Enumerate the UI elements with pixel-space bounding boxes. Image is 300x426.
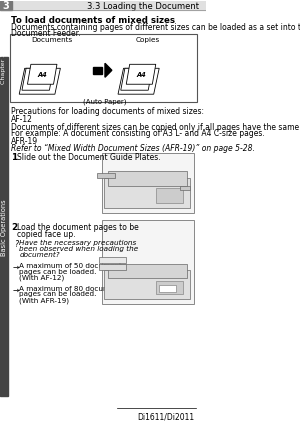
Text: Basic Operations: Basic Operations — [1, 199, 7, 256]
Polygon shape — [19, 69, 60, 95]
Text: AF-12: AF-12 — [11, 115, 33, 124]
Text: 3: 3 — [3, 1, 10, 11]
Text: →: → — [13, 262, 20, 271]
Bar — [156, 281, 183, 295]
Text: Refer to “Mixed Width Document Sizes (AFR-19)” on page 5-28.: Refer to “Mixed Width Document Sizes (AF… — [11, 144, 255, 153]
Text: Chapter 3: Chapter 3 — [1, 52, 6, 84]
Text: copied face up.: copied face up. — [17, 229, 76, 238]
Text: 3.3 Loading the Document: 3.3 Loading the Document — [87, 2, 199, 11]
Bar — [0, 2, 12, 11]
Text: Documents of different sizes can be copied only if all pages have the same width: Documents of different sizes can be copi… — [11, 123, 300, 132]
Text: Document Feeder.: Document Feeder. — [11, 29, 80, 38]
Text: document?: document? — [19, 251, 60, 257]
Bar — [99, 264, 126, 270]
Bar — [10, 35, 197, 103]
Bar — [102, 220, 194, 305]
Text: pages can be loaded.: pages can be loaded. — [19, 268, 97, 274]
Bar — [108, 172, 187, 187]
Bar — [108, 264, 187, 278]
Text: →: → — [13, 285, 20, 294]
Bar — [180, 187, 190, 190]
Text: Slide out the Document Guide Plates.: Slide out the Document Guide Plates. — [17, 153, 161, 161]
Bar — [93, 68, 102, 75]
Text: To load documents of mixed sizes: To load documents of mixed sizes — [11, 17, 175, 26]
Text: A4: A4 — [136, 72, 146, 78]
Text: 2: 2 — [11, 222, 17, 231]
Bar — [159, 285, 176, 293]
Text: (With AF-12): (With AF-12) — [19, 274, 64, 280]
Text: (Auto Paper): (Auto Paper) — [82, 98, 126, 104]
Bar — [0, 2, 206, 11]
Text: 1: 1 — [11, 153, 17, 161]
Bar — [102, 154, 194, 213]
Bar — [0, 58, 8, 396]
Text: Precautions for loading documents of mixed sizes:: Precautions for loading documents of mix… — [11, 107, 204, 116]
Text: A3: A3 — [35, 79, 45, 85]
Text: Copies: Copies — [135, 37, 160, 43]
Text: ?: ? — [14, 239, 18, 248]
Bar — [99, 257, 126, 263]
Polygon shape — [121, 69, 152, 91]
Polygon shape — [126, 65, 156, 85]
Bar — [104, 178, 190, 208]
Text: A maximum of 50 document: A maximum of 50 document — [19, 262, 122, 268]
Text: Load the document pages to be: Load the document pages to be — [17, 222, 139, 231]
Text: AFR-19: AFR-19 — [11, 137, 38, 146]
Text: (With AFR-19): (With AFR-19) — [19, 297, 69, 303]
Text: Di1611/Di2011: Di1611/Di2011 — [137, 411, 194, 420]
Text: Documents: Documents — [31, 37, 72, 43]
Polygon shape — [118, 69, 159, 95]
Text: A4: A4 — [37, 72, 47, 78]
Text: been observed when loading the: been observed when loading the — [19, 245, 139, 251]
Text: pages can be loaded.: pages can be loaded. — [19, 291, 97, 297]
Bar — [98, 173, 115, 178]
Polygon shape — [27, 65, 57, 85]
Text: For example: A document consisting of A3 L- and A4 C-size pages.: For example: A document consisting of A3… — [11, 129, 265, 138]
Text: A maximum of 80 document: A maximum of 80 document — [19, 285, 122, 291]
Bar — [104, 270, 190, 300]
Text: Have the necessary precautions: Have the necessary precautions — [19, 239, 136, 245]
Bar — [156, 188, 183, 203]
Polygon shape — [105, 64, 112, 78]
Text: Documents containing pages of different sizes can be loaded as a set into the: Documents containing pages of different … — [11, 23, 300, 32]
Polygon shape — [22, 69, 53, 91]
Text: A4: A4 — [132, 77, 141, 83]
Text: A3: A3 — [134, 79, 143, 85]
Text: A4: A4 — [33, 77, 43, 83]
